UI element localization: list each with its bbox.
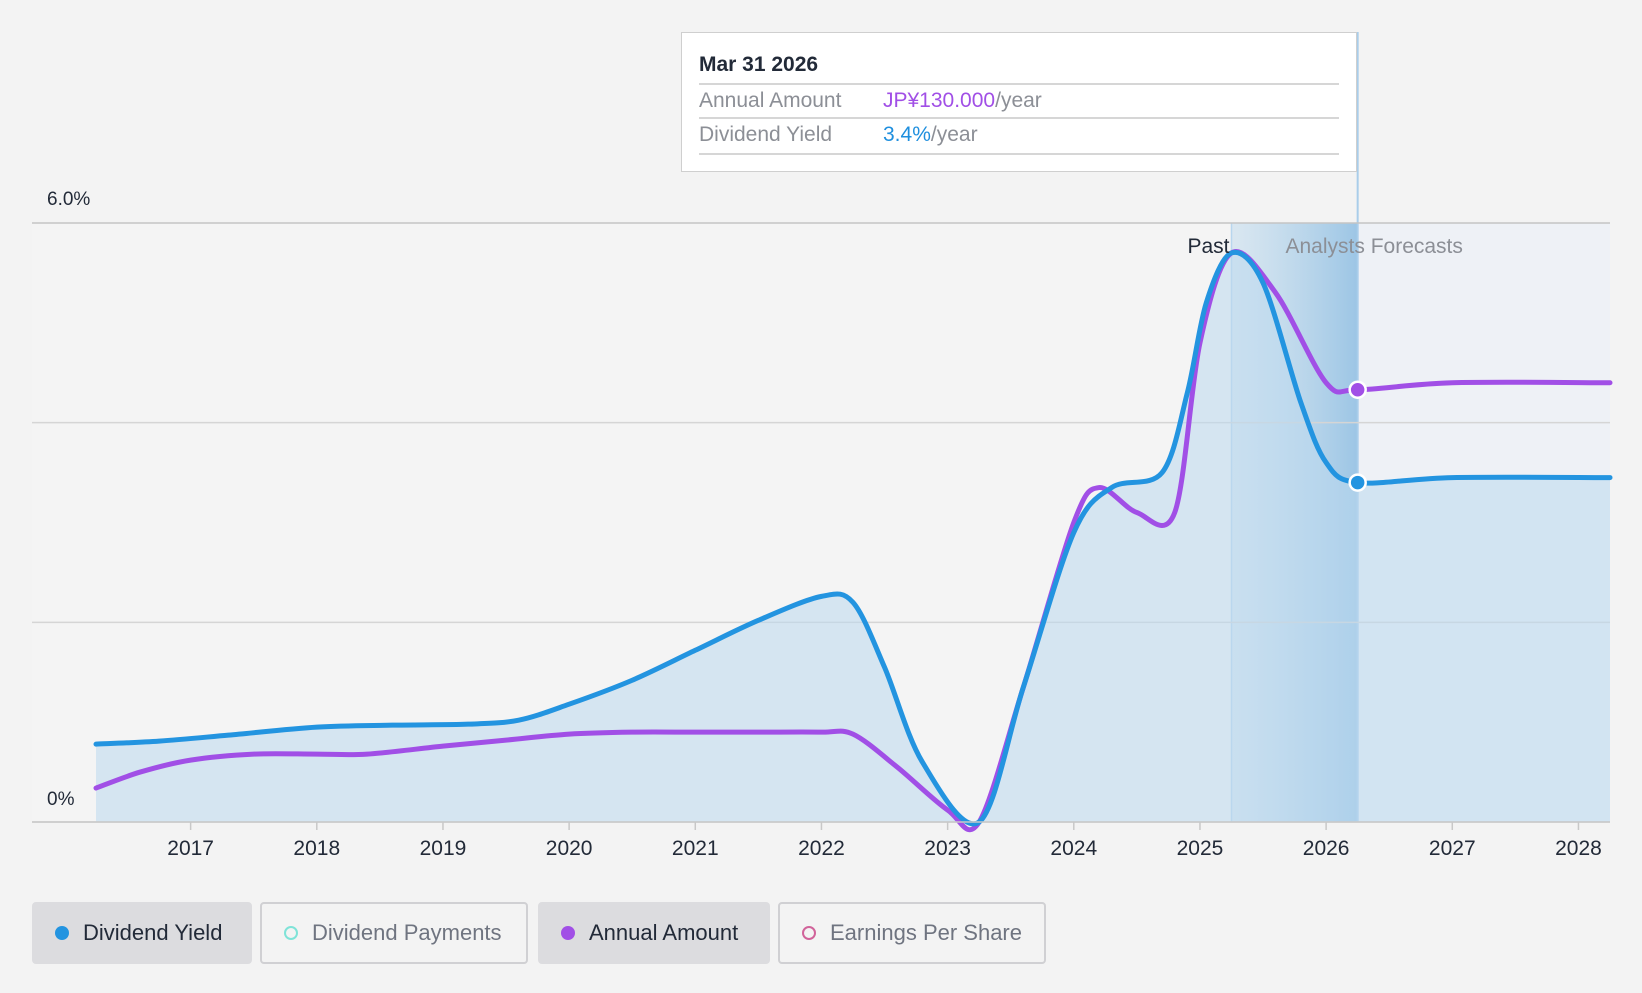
x-tick-label: 2026 <box>1303 837 1350 860</box>
x-tick-label: 2017 <box>167 837 214 860</box>
legend-dot-icon <box>561 926 575 940</box>
x-tick-label: 2018 <box>293 837 340 860</box>
legend-label: Dividend Yield <box>83 920 223 945</box>
dividend-yield-area <box>96 252 1610 824</box>
x-tick-label: 2023 <box>924 837 971 860</box>
tooltip-value-yield: 3.4% <box>883 123 931 146</box>
tooltip-label: Dividend Yield <box>699 123 833 146</box>
tooltip-label: Annual Amount <box>699 89 842 112</box>
tooltip-date: Mar 31 2026 <box>699 53 819 76</box>
y-tick-label: 0% <box>47 789 75 810</box>
legend-ring-icon <box>284 926 298 940</box>
tooltip-unit: /year <box>930 123 978 146</box>
legend-dividend-payments-button[interactable]: Dividend Payments <box>260 902 528 964</box>
legend-earnings-per-share-button[interactable]: Earnings Per Share <box>778 902 1046 964</box>
dividend-yield-line <box>93 249 1613 827</box>
tooltip-value: JP¥130.000/year <box>883 89 1042 113</box>
y-tick-label: 6.0% <box>47 189 90 210</box>
past-region-label: Past <box>1187 235 1229 258</box>
legend-annual-amount-button[interactable]: Annual Amount <box>538 902 770 964</box>
x-tick-label: 2021 <box>672 837 719 860</box>
tooltip-row-dividend-yield: Dividend Yield 3.4%/year <box>699 117 1339 155</box>
x-tick-label: 2027 <box>1429 837 1476 860</box>
x-tick-label: 2024 <box>1050 837 1097 860</box>
dividend-yield-marker <box>1348 473 1367 492</box>
x-tick-label: 2022 <box>798 837 845 860</box>
x-tick-label: 2028 <box>1555 837 1602 860</box>
tooltip: Mar 31 2026 Annual Amount JP¥130.000/yea… <box>681 32 1357 172</box>
forecast-region-label: Analysts Forecasts <box>1286 235 1463 258</box>
annual-amount-marker <box>1348 380 1367 399</box>
legend-label: Annual Amount <box>589 920 739 945</box>
tooltip-value-amount: JP¥130.000 <box>883 89 996 112</box>
legend-dot-icon <box>55 926 69 940</box>
x-tick-label: 2019 <box>420 837 467 860</box>
annual-amount-line <box>93 249 1613 833</box>
tooltip-value: 3.4%/year <box>883 123 978 147</box>
tooltip-unit: /year <box>995 89 1042 112</box>
legend-label: Earnings Per Share <box>830 920 1022 945</box>
tooltip-row-annual-amount: Annual Amount JP¥130.000/year <box>699 83 1339 119</box>
x-tick-label: 2020 <box>546 837 593 860</box>
legend-label: Dividend Payments <box>312 920 502 945</box>
x-tick-label: 2025 <box>1177 837 1224 860</box>
legend-ring-icon <box>802 926 816 940</box>
legend-dividend-yield-button[interactable]: Dividend Yield <box>32 902 252 964</box>
